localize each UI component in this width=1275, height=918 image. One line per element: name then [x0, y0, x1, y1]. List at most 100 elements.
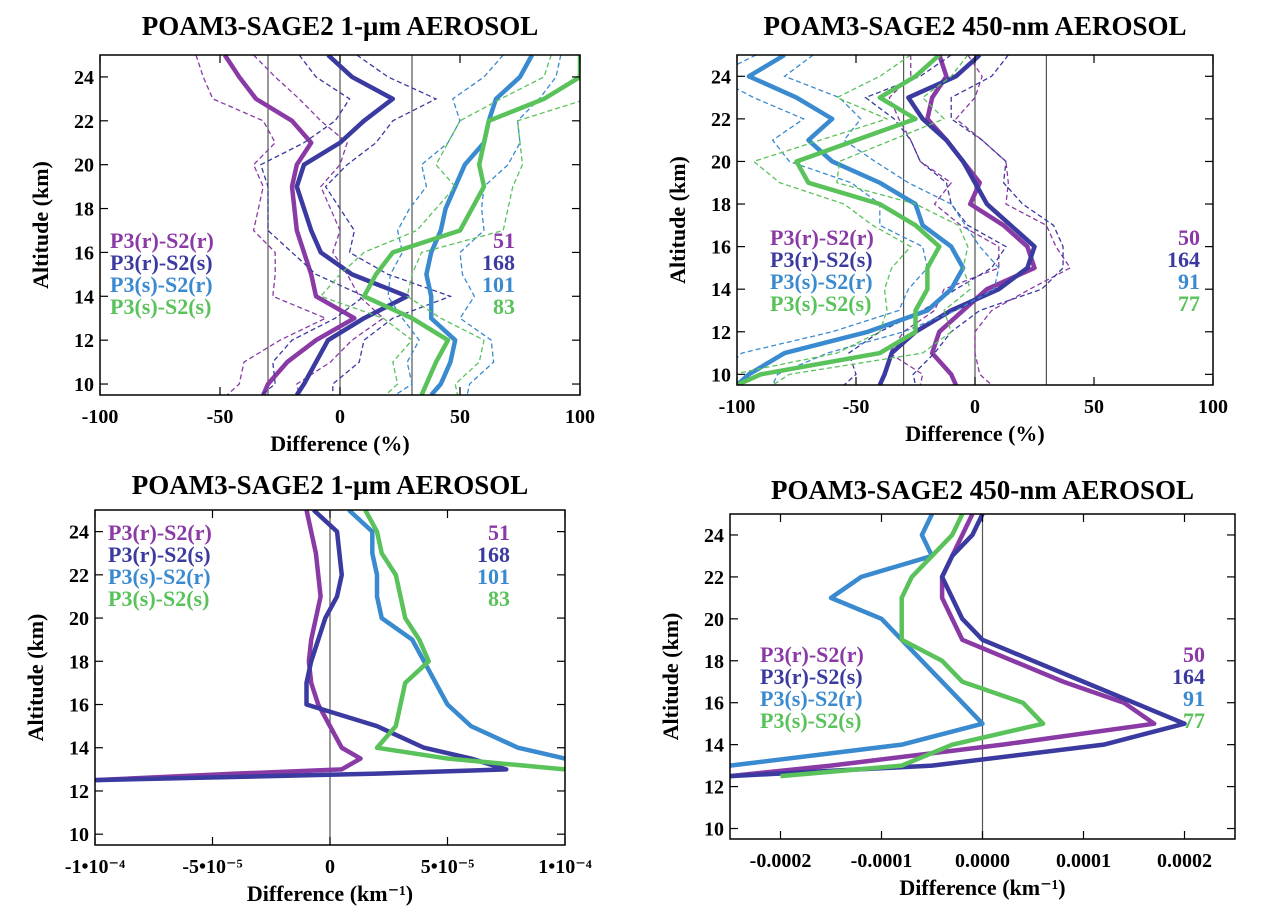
x-tick-label: -5•10⁻⁵ — [182, 856, 242, 878]
y-tick-label: 16 — [704, 693, 724, 715]
y-tick-label: 22 — [74, 111, 94, 133]
chart-title: POAM3-SAGE2 450-nm AEROSOL — [763, 11, 1186, 41]
legend-count: 164 — [1167, 247, 1200, 272]
chart-svg: POAM3-SAGE2 450-nm AEROSOL -100 -50 0 50 100 1… — [665, 11, 1228, 446]
y-tick-label: 20 — [711, 151, 731, 173]
legend-count: 50 — [1178, 225, 1200, 250]
x-axis-label: Difference (%) — [905, 421, 1044, 446]
series-group — [95, 510, 565, 783]
chart-panel-1um-percent: POAM3-SAGE2 1-µm AEROSOL -100 -50 0 50 100 10 1… — [0, 0, 640, 462]
legend-label: P3(r)-S2(s) — [110, 250, 213, 275]
x-tick-label: 100 — [1198, 396, 1228, 418]
series-band-P3(r)-S2(s) — [843, 55, 1007, 385]
y-tick-label: 12 — [704, 777, 724, 799]
series-line-P3(r)-S2(r) — [925, 55, 1037, 385]
y-axis-label: Altitude (km) — [28, 161, 53, 289]
legend-count: 77 — [1183, 708, 1205, 733]
series-line-P3(r)-S2(s) — [730, 514, 1187, 779]
series-band-P3(s)-S2(r) — [459, 55, 562, 395]
series-line-P3(s)-S2(s) — [780, 514, 1046, 779]
x-tick-label: 5•10⁻⁵ — [421, 856, 475, 878]
legend-count: 101 — [477, 564, 510, 589]
legend-label: P3(s)-S2(s) — [760, 708, 861, 733]
series-line-P3(s)-S2(s) — [737, 55, 942, 385]
legend-count: 101 — [482, 272, 515, 297]
legend-label: P3(r)-S2(s) — [770, 247, 873, 272]
legend-label: P3(s)-S2(s) — [770, 291, 871, 316]
y-tick-label: 22 — [704, 567, 724, 589]
x-tick-label: 50 — [1084, 396, 1104, 418]
x-tick-label: 0 — [335, 406, 345, 428]
y-tick-label: 14 — [69, 738, 89, 760]
series-line-P3(s)-S2(s) — [361, 55, 580, 395]
chart-svg: POAM3-SAGE2 1-µm AEROSOL -1•10⁻⁴ -5•10⁻⁵ 0 5… — [23, 470, 592, 906]
series-band-P3(s)-S2(s) — [364, 510, 565, 771]
chart-title: POAM3-SAGE2 1-µm AEROSOL — [142, 11, 539, 41]
series-band-P3(r)-S2(r) — [955, 55, 1072, 385]
series-band-P3(r)-S2(s) — [260, 55, 366, 395]
legend-label: P3(s)-S2(s) — [108, 586, 209, 611]
y-tick-label: 18 — [74, 199, 94, 221]
series-band-P3(s)-S2(r) — [737, 55, 929, 359]
chart-title: POAM3-SAGE2 450-nm AEROSOL — [771, 475, 1194, 505]
x-tick-label: -50 — [843, 396, 870, 418]
x-tick-label: 50 — [450, 406, 470, 428]
y-tick-label: 18 — [711, 194, 731, 216]
x-axis-label: Difference (km⁻¹) — [247, 881, 413, 906]
legend-count: 168 — [482, 250, 515, 275]
x-tick-label: 0.0001 — [1056, 850, 1111, 872]
legend-count: 51 — [488, 520, 510, 545]
series-band-P3(s)-S2(r) — [772, 55, 1000, 385]
y-tick-label: 24 — [74, 67, 94, 89]
chart-panel-450nm-absolute: POAM3-SAGE2 450-nm AEROSOL -0.0002 -0.0001… — [640, 462, 1275, 918]
x-tick-label: -1•10⁻⁴ — [65, 856, 125, 878]
y-tick-label: 22 — [69, 565, 89, 587]
x-tick-label: -50 — [207, 406, 234, 428]
legend-label: P3(r)-S2(r) — [770, 225, 874, 250]
x-tick-label: -100 — [82, 406, 119, 428]
series-line-P3(r)-S2(s) — [294, 55, 410, 395]
chart-panel-450nm-percent: POAM3-SAGE2 450-nm AEROSOL -100 -50 0 50 100 1… — [640, 0, 1275, 462]
y-tick-label: 16 — [74, 242, 94, 264]
x-tick-label: 0 — [970, 396, 980, 418]
y-tick-label: 10 — [74, 374, 94, 396]
legend-count: 50 — [1183, 642, 1205, 667]
series-band-P3(s)-S2(s) — [319, 55, 552, 395]
x-tick-label: 1•10⁻⁴ — [538, 856, 592, 878]
legend-label: P3(s)-S2(r) — [770, 269, 873, 294]
x-tick-label: -0.0002 — [750, 850, 812, 872]
y-tick-label: 14 — [74, 286, 94, 308]
x-tick-label: 0 — [325, 856, 335, 878]
y-tick-label: 10 — [711, 364, 731, 386]
y-tick-label: 24 — [69, 522, 89, 544]
y-tick-label: 12 — [74, 330, 94, 352]
x-tick-label: -100 — [719, 396, 756, 418]
y-tick-label: 22 — [711, 109, 731, 131]
y-tick-label: 12 — [711, 322, 731, 344]
x-axis-label: Difference (%) — [270, 431, 409, 456]
y-tick-label: 24 — [711, 66, 731, 88]
series-group — [195, 55, 580, 395]
y-tick-label: 10 — [704, 819, 724, 841]
legend-label: P3(s)-S2(r) — [108, 564, 211, 589]
y-tick-label: 20 — [74, 155, 94, 177]
series-line-P3(r)-S2(r) — [222, 55, 357, 395]
series-band-P3(r)-S2(s) — [912, 55, 1064, 385]
y-tick-label: 14 — [711, 279, 731, 301]
x-tick-label: 0.0002 — [1157, 850, 1212, 872]
y-tick-label: 16 — [711, 237, 731, 259]
legend-label: P3(r)-S2(r) — [760, 642, 864, 667]
y-tick-label: 12 — [69, 781, 89, 803]
series-band-P3(r)-S2(r) — [888, 55, 1000, 385]
series-band-P3(r)-S2(r) — [195, 55, 328, 395]
series-group — [730, 514, 1187, 779]
y-tick-label: 20 — [704, 609, 724, 631]
series-line-P3(s)-S2(s) — [363, 510, 565, 772]
legend-label: P3(r)-S2(r) — [110, 228, 214, 253]
y-tick-label: 20 — [69, 608, 89, 630]
x-axis-label: Difference (km⁻¹) — [899, 875, 1065, 900]
y-tick-label: 24 — [704, 525, 724, 547]
y-tick-label: 16 — [69, 695, 89, 717]
series-line-P3(s)-S2(r) — [347, 510, 565, 761]
series-line-P3(s)-S2(r) — [424, 55, 534, 395]
